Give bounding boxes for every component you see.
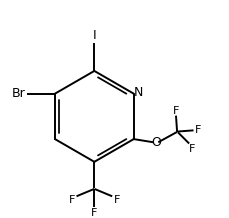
Text: I: I [92,29,96,42]
Text: F: F [91,208,97,218]
Text: Br: Br [11,87,25,100]
Text: F: F [188,144,194,154]
Text: O: O [151,136,161,149]
Text: F: F [113,195,120,205]
Text: N: N [133,85,142,99]
Text: F: F [194,125,201,135]
Text: F: F [68,195,74,205]
Text: F: F [172,106,178,116]
